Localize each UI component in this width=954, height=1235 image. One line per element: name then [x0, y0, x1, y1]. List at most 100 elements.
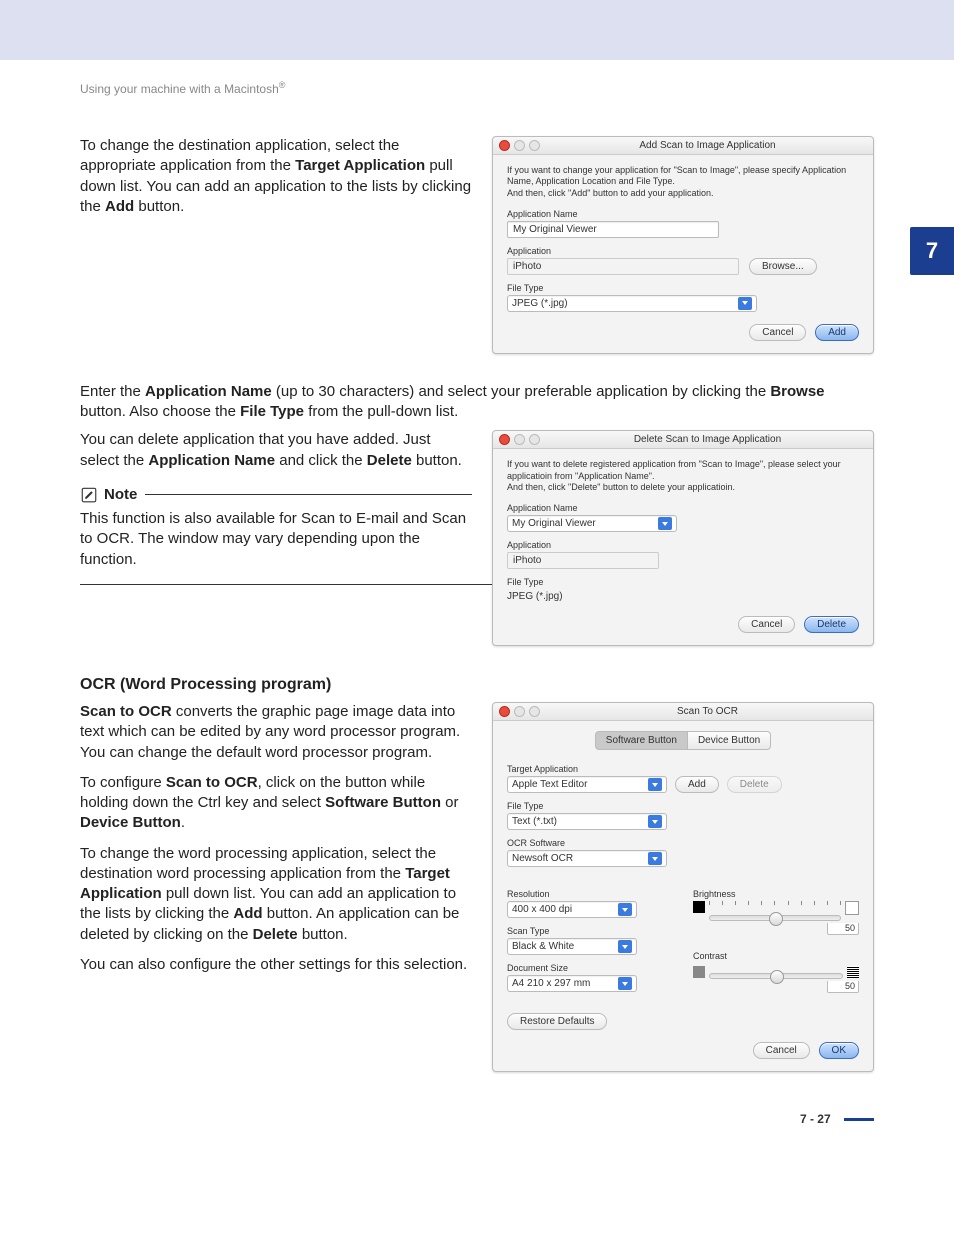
add-dialog-hint: If you want to change your application f… [507, 165, 859, 199]
ok-button[interactable]: OK [819, 1042, 859, 1059]
label-application: Application [507, 246, 859, 256]
application-path: iPhoto [507, 552, 659, 569]
input-app-name[interactable]: My Original Viewer [507, 221, 719, 238]
para-3: You can delete application that you have… [80, 430, 472, 471]
slider-thumb-icon[interactable] [770, 970, 784, 984]
label-scan-type: Scan Type [507, 926, 673, 936]
delete-dialog-title: Delete Scan to Image Application [548, 434, 867, 445]
zoom-icon [529, 706, 540, 717]
cancel-button[interactable]: Cancel [749, 324, 806, 341]
note-label: Note [104, 485, 137, 505]
minimize-icon [514, 140, 525, 151]
select-app-name[interactable]: My Original Viewer [507, 515, 677, 532]
label-brightness: Brightness [693, 889, 859, 899]
label-target-app: Target Application [507, 764, 859, 774]
brightness-slider[interactable] [709, 915, 841, 921]
label-app-name: Application Name [507, 209, 859, 219]
brightness-dark-icon [693, 901, 705, 913]
delete-dialog-titlebar: Delete Scan to Image Application [493, 431, 873, 449]
label-ocr-software: OCR Software [507, 838, 859, 848]
chevron-down-icon [648, 778, 662, 791]
label-file-type: File Type [507, 577, 859, 587]
browse-button[interactable]: Browse... [749, 258, 817, 275]
delete-button[interactable]: Delete [804, 616, 859, 633]
add-button[interactable]: Add [815, 324, 859, 341]
chevron-down-icon [738, 297, 752, 310]
window-controls[interactable] [499, 140, 540, 151]
brightness-ticks [709, 901, 841, 905]
page-number: 7 - 27 [800, 1112, 831, 1126]
zoom-icon [529, 434, 540, 445]
ocr-heading: OCR (Word Processing program) [80, 676, 874, 694]
label-app-name: Application Name [507, 503, 859, 513]
cancel-button[interactable]: Cancel [753, 1042, 810, 1059]
window-controls[interactable] [499, 706, 540, 717]
select-target-app[interactable]: Apple Text Editor [507, 776, 667, 793]
page-footer: 7 - 27 [80, 1112, 874, 1126]
minimize-icon [514, 434, 525, 445]
close-icon[interactable] [499, 140, 510, 151]
running-header: Using your machine with a Macintosh® [80, 80, 874, 96]
registered-mark: ® [279, 80, 286, 90]
chevron-down-icon [618, 940, 632, 953]
ocr-para-3: To change the word processing applicatio… [80, 844, 472, 945]
pencil-note-icon [80, 486, 98, 504]
brightness-value[interactable]: 50 [827, 923, 859, 935]
application-path: iPhoto [507, 258, 739, 275]
minimize-icon [514, 706, 525, 717]
select-doc-size[interactable]: A4 210 x 297 mm [507, 975, 637, 992]
label-resolution: Resolution [507, 889, 673, 899]
add-dialog-titlebar: Add Scan to Image Application [493, 137, 873, 155]
select-file-type[interactable]: Text (*.txt) [507, 813, 667, 830]
file-type-value: JPEG (*.jpg) [507, 589, 859, 604]
select-ocr-software[interactable]: Newsoft OCR [507, 850, 667, 867]
brightness-light-icon [845, 901, 859, 915]
note-end-rule [80, 584, 540, 585]
tab-device-button[interactable]: Device Button [688, 731, 771, 750]
label-file-type: File Type [507, 801, 859, 811]
note-header: Note [80, 485, 472, 505]
note-text: This function is also available for Scan… [80, 509, 472, 570]
close-icon[interactable] [499, 706, 510, 717]
chevron-down-icon [618, 977, 632, 990]
add-button[interactable]: Add [675, 776, 719, 793]
select-resolution[interactable]: 400 x 400 dpi [507, 901, 637, 918]
window-controls[interactable] [499, 434, 540, 445]
chevron-down-icon [648, 852, 662, 865]
footer-accent-line [844, 1118, 874, 1121]
label-doc-size: Document Size [507, 963, 673, 973]
ocr-dialog-title: Scan To OCR [548, 706, 867, 717]
cancel-button[interactable]: Cancel [738, 616, 795, 633]
note-rule [145, 494, 472, 495]
para-2: Enter the Application Name (up to 30 cha… [80, 382, 874, 423]
zoom-icon [529, 140, 540, 151]
ocr-para-4: You can also configure the other setting… [80, 955, 472, 975]
ocr-para-2: To configure Scan to OCR, click on the b… [80, 773, 472, 834]
select-file-type[interactable]: JPEG (*.jpg) [507, 295, 757, 312]
label-contrast: Contrast [693, 951, 859, 961]
add-dialog-title: Add Scan to Image Application [548, 140, 867, 151]
ocr-para-1: Scan to OCR converts the graphic page im… [80, 702, 472, 763]
restore-defaults-button[interactable]: Restore Defaults [507, 1013, 607, 1030]
running-header-text: Using your machine with a Macintosh [80, 82, 279, 96]
contrast-slider[interactable] [709, 973, 843, 979]
label-application: Application [507, 540, 859, 550]
ocr-tabs: Software Button Device Button [507, 731, 859, 750]
scan-to-ocr-dialog: Scan To OCR Software Button Device Butto… [492, 702, 874, 1072]
slider-thumb-icon[interactable] [769, 912, 783, 926]
close-icon[interactable] [499, 434, 510, 445]
chevron-down-icon [618, 903, 632, 916]
add-app-dialog: Add Scan to Image Application If you wan… [492, 136, 874, 354]
ocr-dialog-titlebar: Scan To OCR [493, 703, 873, 721]
tab-software-button[interactable]: Software Button [595, 731, 688, 750]
label-file-type: File Type [507, 283, 859, 293]
chevron-down-icon [648, 815, 662, 828]
delete-app-dialog: Delete Scan to Image Application If you … [492, 430, 874, 646]
delete-button[interactable]: Delete [727, 776, 782, 793]
contrast-value[interactable]: 50 [827, 981, 859, 993]
para-1: To change the destination application, s… [80, 136, 472, 217]
contrast-high-icon [847, 966, 859, 978]
select-scan-type[interactable]: Black & White [507, 938, 637, 955]
chevron-down-icon [658, 517, 672, 530]
delete-dialog-hint: If you want to delete registered applica… [507, 459, 859, 493]
